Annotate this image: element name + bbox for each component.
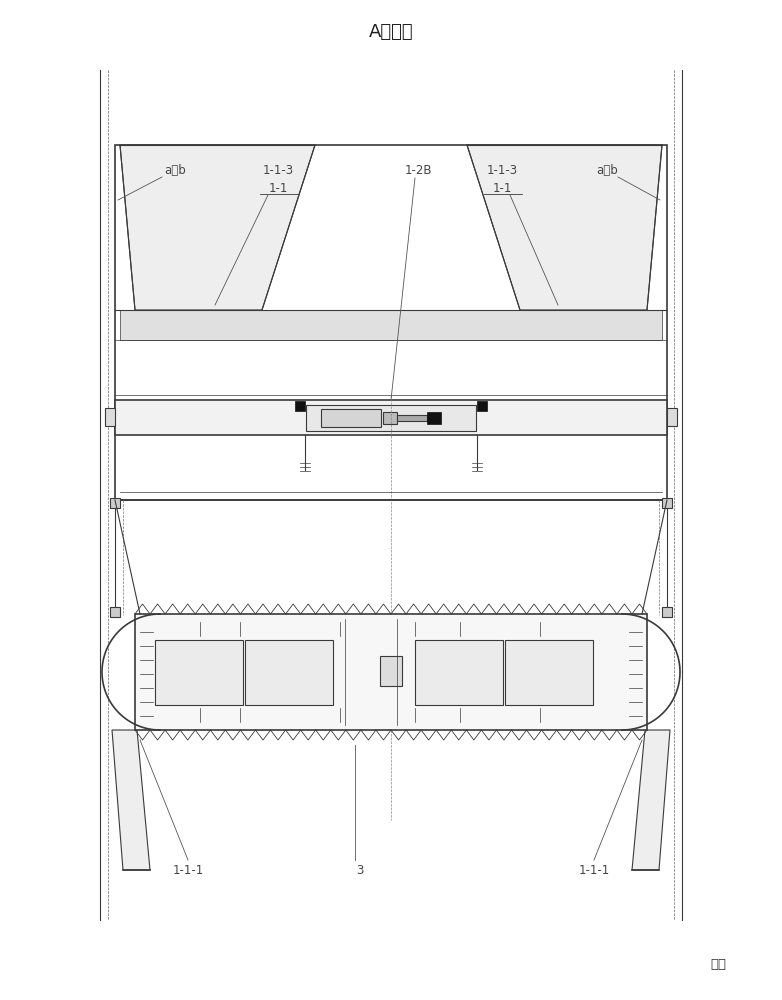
Bar bbox=[155, 640, 243, 704]
Text: 1-1-3: 1-1-3 bbox=[486, 163, 518, 176]
Bar bbox=[110, 607, 120, 617]
Bar bbox=[662, 607, 672, 617]
Bar bbox=[415, 640, 503, 704]
Text: 1-1-1: 1-1-1 bbox=[579, 863, 610, 876]
Text: 1-1: 1-1 bbox=[268, 182, 288, 194]
Bar bbox=[306, 405, 476, 431]
Bar bbox=[505, 640, 593, 704]
Bar bbox=[380, 656, 402, 686]
Bar bbox=[105, 408, 115, 426]
Bar bbox=[383, 412, 397, 424]
Text: a、b: a、b bbox=[596, 163, 618, 176]
Bar bbox=[321, 409, 381, 427]
Bar bbox=[115, 400, 667, 435]
Polygon shape bbox=[632, 730, 670, 870]
Bar bbox=[110, 498, 120, 508]
Text: 1-2B: 1-2B bbox=[404, 163, 432, 176]
Bar bbox=[662, 498, 672, 508]
Text: a、b: a、b bbox=[164, 163, 186, 176]
Text: 1-1-1: 1-1-1 bbox=[172, 863, 203, 876]
Polygon shape bbox=[467, 145, 662, 310]
Text: 1-1-3: 1-1-3 bbox=[263, 163, 293, 176]
Text: 水面: 水面 bbox=[710, 958, 726, 972]
Bar bbox=[295, 401, 305, 411]
Text: A向旋转: A向旋转 bbox=[368, 23, 414, 41]
Bar bbox=[245, 640, 333, 704]
Bar bbox=[397, 415, 427, 421]
Bar bbox=[477, 401, 487, 411]
Bar bbox=[667, 408, 677, 426]
Polygon shape bbox=[120, 145, 315, 310]
Bar bbox=[115, 145, 667, 500]
Text: 1-1: 1-1 bbox=[493, 182, 511, 194]
Bar bbox=[135, 614, 647, 730]
Bar bbox=[427, 412, 441, 424]
Polygon shape bbox=[112, 730, 150, 870]
Text: 3: 3 bbox=[357, 863, 364, 876]
Bar bbox=[120, 310, 662, 340]
